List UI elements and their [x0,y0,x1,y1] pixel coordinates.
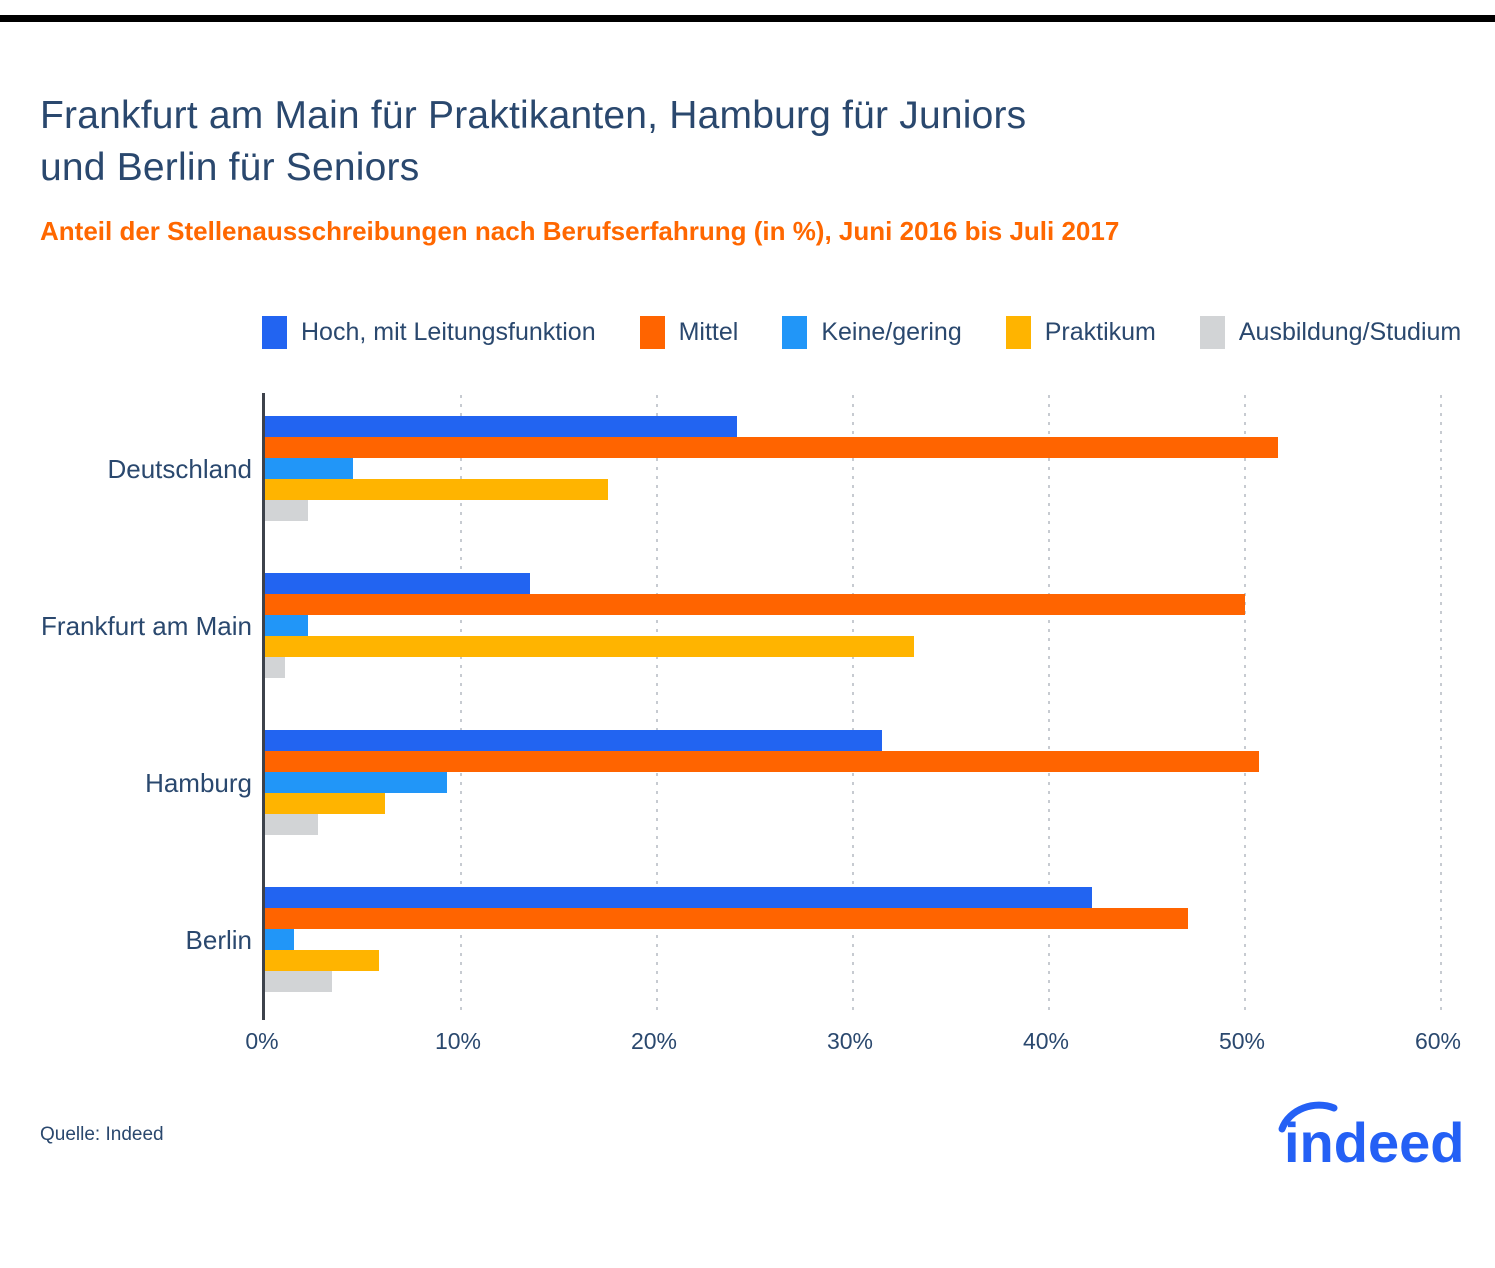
page-subtitle: Anteil der Stellenausschreibungen nach B… [40,216,1120,246]
gridline [460,395,462,1013]
bar [265,500,309,521]
bar [265,636,914,657]
page-title-line1: Frankfurt am Main für Praktikanten, Hamb… [40,94,1027,137]
bar [265,950,379,971]
page-title-line2: und Berlin für Seniors [40,146,420,189]
bar-group [265,416,1441,521]
category-label: Deutschland [107,453,252,484]
bar [265,573,530,594]
legend-item: Mittel [639,316,739,349]
bar [265,751,1259,772]
bar [265,458,354,479]
legend-item: Hoch, mit Leitungsfunktion [262,316,596,349]
bar [265,657,285,678]
x-tick-label: 30% [826,1028,874,1054]
bar [265,971,332,992]
logo-swoosh-icon [1278,1101,1338,1133]
logo-wordmark: indeed [1284,1111,1462,1174]
chart-legend: Hoch, mit Leitungsfunktion Mittel Keine/ge… [262,316,1461,349]
legend-label: Praktikum [1044,318,1156,346]
legend-label: Ausbildung/Studium [1238,318,1462,346]
bar [265,479,608,500]
x-tick-label: 0% [245,1028,279,1054]
indeed-logo: indeed [1278,1101,1462,1174]
bar-group [265,573,1441,678]
bar-group [265,887,1441,992]
bar [265,594,1245,615]
legend-label: Mittel [678,318,739,346]
bar [265,437,1279,458]
gridline [1440,395,1442,1013]
bar [265,887,1093,908]
legend-swatch [262,316,287,349]
legend-item: Keine/gering [782,316,962,349]
x-tick-label: 20% [630,1028,678,1054]
bar [265,814,318,835]
legend-item: Praktikum [1005,316,1156,349]
category-label: Frankfurt am Main [41,610,252,641]
legend-swatch [1005,316,1031,349]
gridline [852,395,854,1013]
gridline [1244,395,1246,1013]
legend-label: Hoch, mit Leitungsfunktion [301,318,596,346]
legend-swatch [639,316,665,349]
bar [265,929,295,950]
bar [265,730,883,751]
page-title: Frankfurt am Main für Praktikanten, Hamb… [40,90,1360,194]
x-tick-label: 10% [434,1028,482,1054]
x-tick-label: 40% [1022,1028,1070,1054]
top-accent-bar [0,15,1495,22]
source-note: Quelle: Indeed [40,1124,164,1145]
x-tick-label: 60% [1414,1028,1462,1054]
gridline [656,395,658,1013]
bar [265,772,448,793]
bar [265,416,738,437]
category-label: Berlin [185,924,252,955]
legend-label: Keine/gering [821,318,962,346]
bar [265,615,309,636]
plot-area [262,393,1442,1020]
gridline [1048,395,1050,1013]
legend-swatch [782,316,808,349]
legend-swatch [1199,316,1225,349]
category-label: Hamburg [145,767,252,798]
bar [265,793,385,814]
bar-group [265,730,1441,835]
x-tick-label: 50% [1218,1028,1266,1054]
bar [265,908,1189,929]
legend-item: Ausbildung/Studium [1199,316,1462,349]
